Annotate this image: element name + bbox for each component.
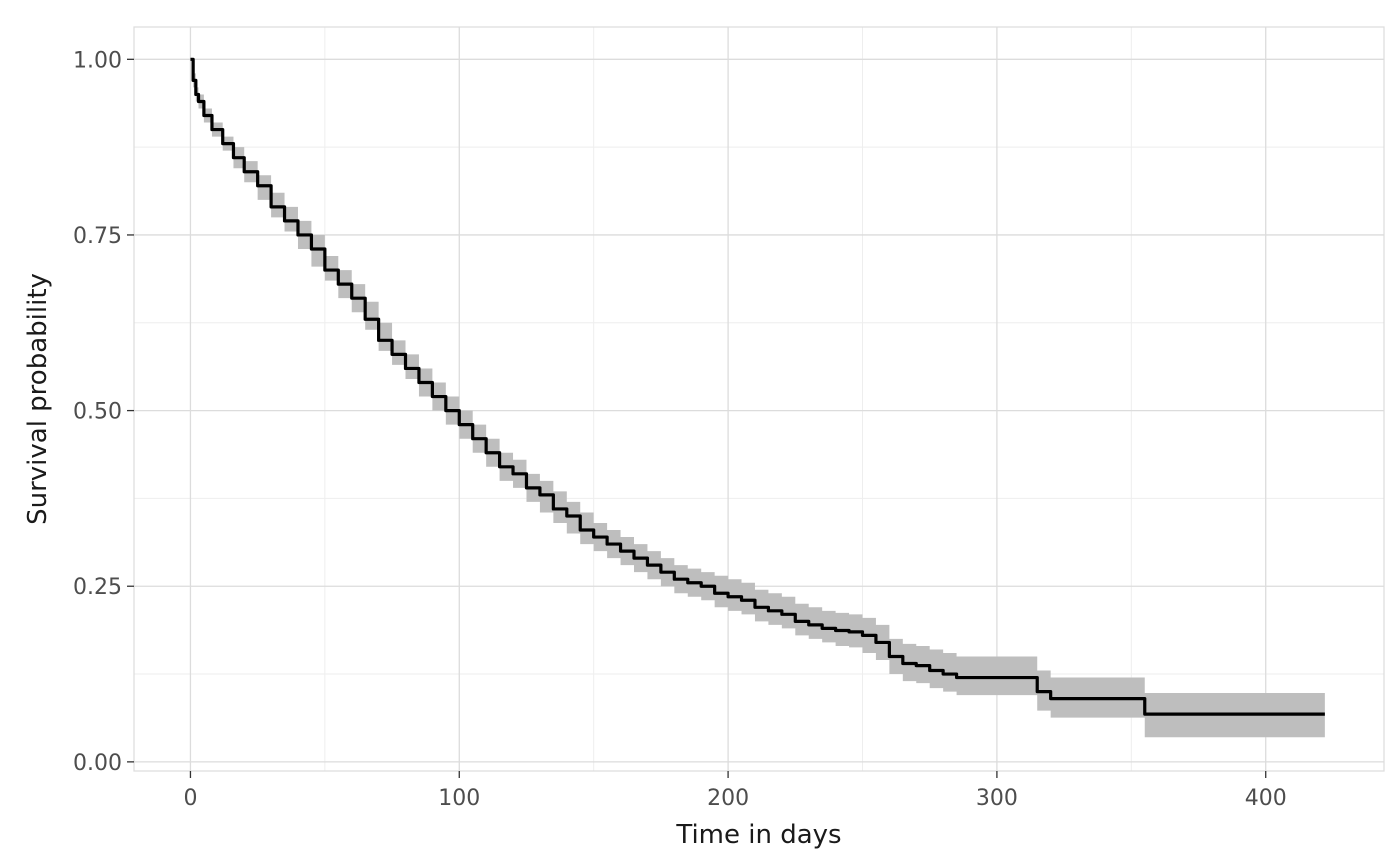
plot-border [133, 26, 1385, 772]
y-axis: 0.00 0.25 0.50 0.75 1.00 [73, 48, 134, 776]
minor-grid [134, 27, 1384, 771]
y-tick-label: 0.50 [73, 400, 122, 425]
y-tick-label: 1.00 [73, 48, 122, 73]
x-tick-label: 400 [1245, 786, 1287, 811]
y-axis-title: Survival probability [23, 273, 53, 525]
x-tick-label: 300 [976, 786, 1018, 811]
survival-curve [190, 57, 1325, 716]
x-tick-label: 100 [438, 786, 480, 811]
y-tick-label: 0.00 [73, 751, 122, 776]
major-grid [134, 27, 1384, 771]
plot-background [134, 27, 1384, 771]
x-axis-title: Time in days [675, 820, 841, 850]
x-axis: 0 100 200 300 400 [183, 771, 1287, 811]
x-tick-label: 200 [707, 786, 749, 811]
confidence-band [190, 59, 1325, 738]
x-tick-label: 0 [183, 786, 197, 811]
y-tick-label: 0.25 [73, 575, 122, 600]
y-tick-label: 0.75 [73, 224, 122, 249]
